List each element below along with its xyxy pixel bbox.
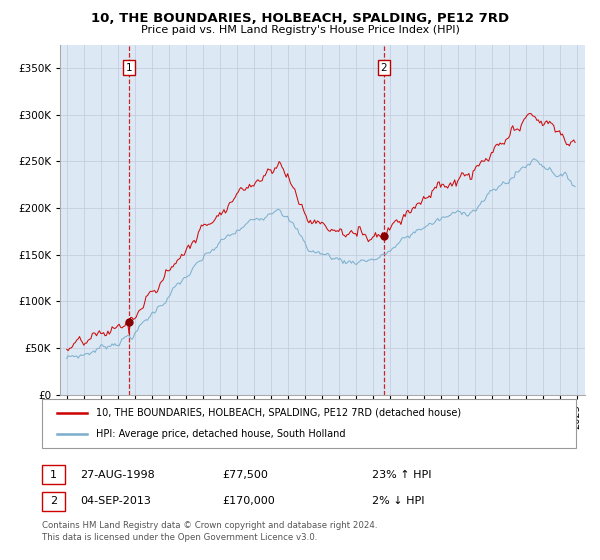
Text: HPI: Average price, detached house, South Holland: HPI: Average price, detached house, Sout…: [96, 429, 346, 439]
Text: 04-SEP-2013: 04-SEP-2013: [80, 496, 151, 506]
Text: 23% ↑ HPI: 23% ↑ HPI: [372, 470, 431, 480]
Text: Contains HM Land Registry data © Crown copyright and database right 2024.: Contains HM Land Registry data © Crown c…: [42, 521, 377, 530]
Text: 2: 2: [380, 63, 388, 73]
Text: Price paid vs. HM Land Registry's House Price Index (HPI): Price paid vs. HM Land Registry's House …: [140, 25, 460, 35]
Text: 2% ↓ HPI: 2% ↓ HPI: [372, 496, 425, 506]
Text: 27-AUG-1998: 27-AUG-1998: [80, 470, 155, 480]
Text: £170,000: £170,000: [222, 496, 275, 506]
Text: 1: 1: [50, 470, 57, 480]
Text: 1: 1: [126, 63, 133, 73]
Text: 10, THE BOUNDARIES, HOLBEACH, SPALDING, PE12 7RD: 10, THE BOUNDARIES, HOLBEACH, SPALDING, …: [91, 12, 509, 25]
Text: 10, THE BOUNDARIES, HOLBEACH, SPALDING, PE12 7RD (detached house): 10, THE BOUNDARIES, HOLBEACH, SPALDING, …: [96, 408, 461, 418]
Text: 2: 2: [50, 496, 57, 506]
Text: £77,500: £77,500: [222, 470, 268, 480]
Text: This data is licensed under the Open Government Licence v3.0.: This data is licensed under the Open Gov…: [42, 533, 317, 542]
